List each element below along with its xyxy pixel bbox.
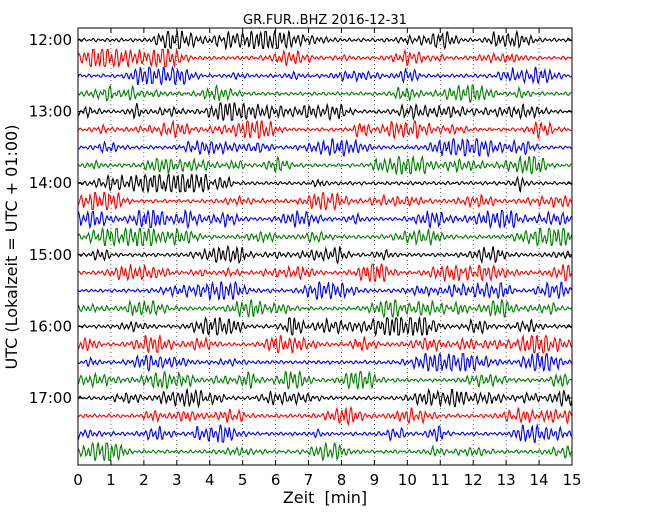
trace-line	[77, 226, 573, 248]
x-tick-label: 13	[497, 471, 516, 489]
y-axis-ticks: 12:00 13:00 14:00 15:00 16:00 17:00	[29, 31, 572, 407]
trace-line	[77, 387, 573, 409]
trace-line	[77, 208, 573, 230]
x-axis-ticks: 0 1 2 3 4 5 6 7 8 9 10 11 12 13 14 15	[73, 28, 582, 489]
chart-title: GR.FUR..BHZ 2016-12-31	[243, 13, 407, 28]
grid-lines	[110, 28, 540, 465]
trace-line	[77, 65, 572, 86]
trace-line	[77, 423, 572, 443]
trace-line	[77, 154, 572, 176]
trace-line	[77, 191, 573, 212]
y-tick-label: 17:00	[29, 389, 72, 407]
trace-line	[77, 119, 572, 140]
trace-line	[77, 352, 573, 373]
x-tick-label: 7	[304, 471, 314, 489]
y-tick-label: 16:00	[29, 317, 72, 335]
x-tick-label: 12	[464, 471, 483, 489]
y-tick-label: 14:00	[29, 174, 72, 192]
x-tick-label: 6	[271, 471, 281, 489]
trace-line	[77, 245, 572, 265]
trace-line	[77, 83, 572, 103]
trace-line	[77, 333, 573, 354]
x-axis-label: Zeit [min]	[283, 488, 367, 507]
y-tick-label: 12:00	[29, 31, 72, 49]
x-tick-label: 10	[398, 471, 417, 489]
x-tick-label: 8	[337, 471, 347, 489]
x-tick-label: 0	[73, 471, 83, 489]
x-tick-label: 2	[139, 471, 149, 489]
trace-line	[77, 405, 573, 427]
trace-line	[77, 441, 572, 463]
trace-line	[77, 299, 572, 319]
x-tick-label: 11	[431, 471, 450, 489]
trace-line	[77, 48, 572, 69]
x-tick-label: 1	[106, 471, 116, 489]
trace-line	[77, 263, 572, 283]
trace-line	[77, 315, 572, 337]
y-tick-label: 13:00	[29, 103, 72, 121]
x-tick-label: 9	[370, 471, 380, 489]
trace-line	[77, 173, 572, 194]
trace-line	[77, 29, 572, 51]
trace-line	[77, 370, 572, 391]
trace-line	[77, 280, 573, 301]
y-axis-label: UTC (Lokalzeit = UTC + 01:00)	[2, 125, 21, 370]
trace-line	[77, 138, 572, 158]
x-tick-label: 5	[238, 471, 248, 489]
y-tick-label: 15:00	[29, 246, 72, 264]
trace-line	[77, 102, 572, 122]
x-tick-label: 4	[205, 471, 215, 489]
x-tick-label: 15	[562, 471, 581, 489]
x-tick-label: 14	[530, 471, 549, 489]
plot-frame	[77, 27, 573, 466]
seismic-traces	[77, 29, 573, 463]
x-tick-label: 3	[172, 471, 182, 489]
